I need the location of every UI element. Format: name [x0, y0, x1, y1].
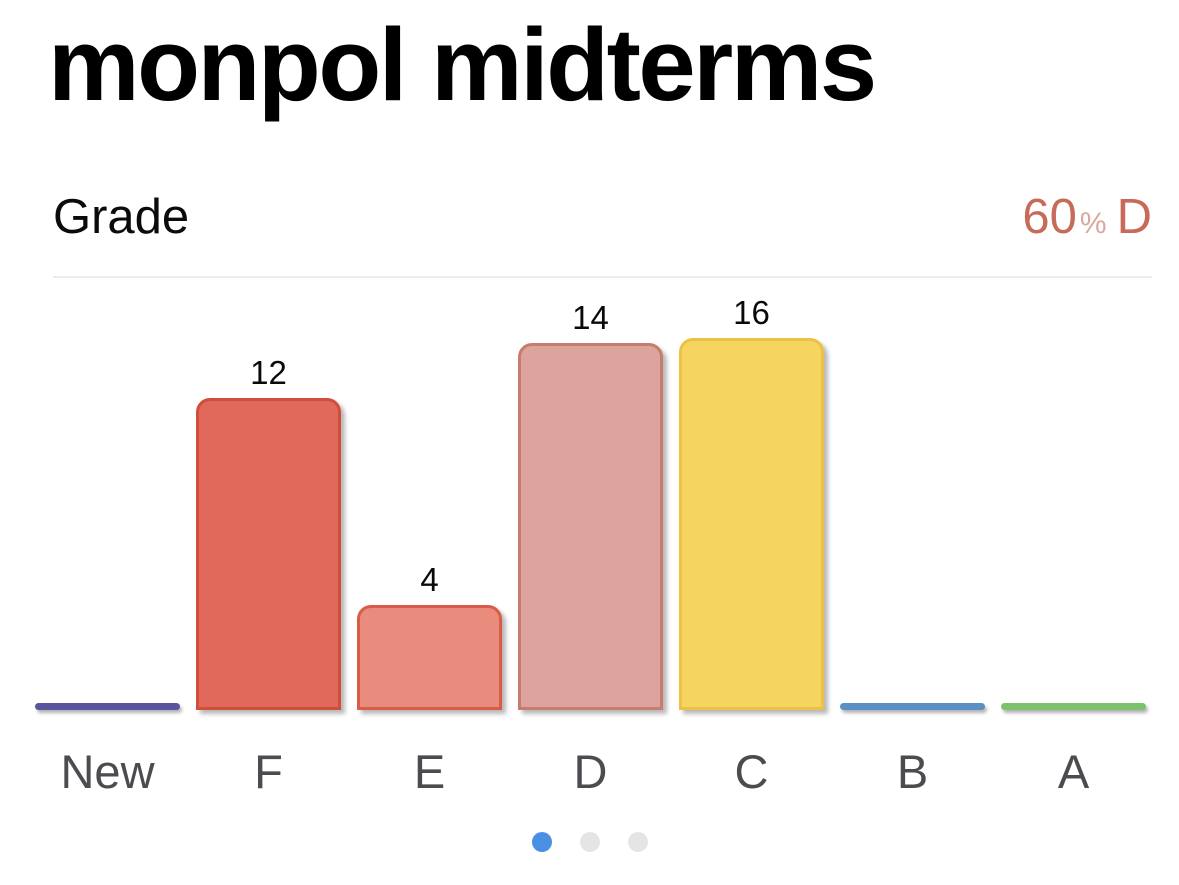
category-label-c: C — [734, 745, 769, 798]
bar-new[interactable] — [35, 703, 180, 710]
chart-axis-title: Grade — [53, 190, 190, 244]
bar-c[interactable] — [679, 338, 824, 710]
page-title: monpol midterms — [48, 7, 877, 122]
category-label-f: F — [254, 745, 283, 798]
divider — [53, 276, 1152, 278]
bar-a[interactable] — [1001, 703, 1146, 710]
bar-d[interactable] — [518, 343, 663, 710]
grade-summary: 60 % D — [1022, 193, 1152, 242]
page-dots — [531, 832, 648, 852]
category-label-a: A — [1057, 745, 1090, 798]
bar-value-label-e: 4 — [420, 561, 439, 598]
bar-b[interactable] — [840, 703, 985, 710]
category-label-d: D — [573, 745, 608, 798]
bar-value-label-d: 14 — [572, 299, 609, 336]
summary-percent-value: 60 — [1022, 190, 1077, 244]
bar-e[interactable] — [357, 605, 502, 710]
bar-value-label-c: 16 — [733, 294, 770, 331]
bar-value-label-f: 12 — [250, 354, 287, 391]
page-dot-active[interactable] — [531, 832, 552, 852]
page-dot[interactable] — [627, 832, 648, 852]
page-dot[interactable] — [579, 832, 600, 852]
summary-letter-grade: D — [1116, 190, 1152, 244]
category-label-e: E — [413, 745, 446, 798]
category-label-new: New — [60, 745, 155, 798]
bar-f[interactable] — [196, 398, 341, 710]
summary-percent-sign: % — [1079, 207, 1107, 240]
category-label-b: B — [896, 745, 929, 798]
